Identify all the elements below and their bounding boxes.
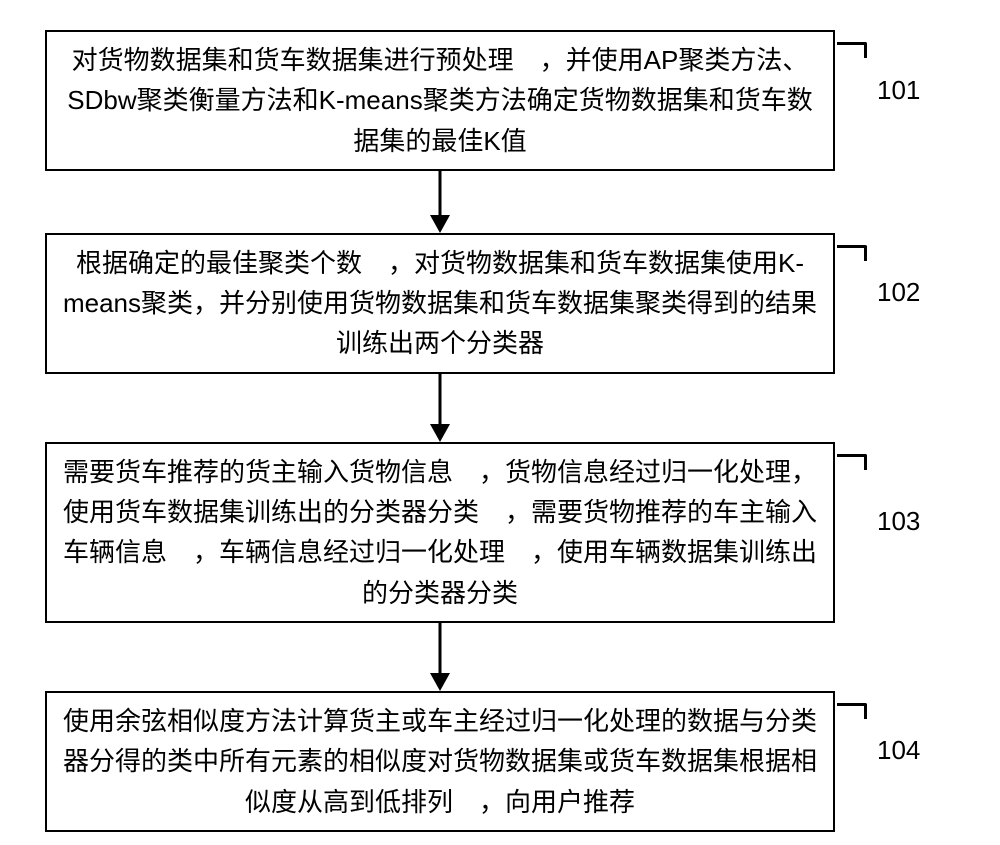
arrow-head-icon — [430, 424, 450, 442]
flow-arrow-wrap — [45, 171, 835, 233]
flow-step-text: 使用余弦相似度方法计算货主或车主经过归一化处理的数据与分类器分得的类中所有元素的… — [61, 701, 819, 822]
flow-arrow-wrap — [45, 374, 835, 442]
flow-step-label: 104 — [877, 735, 920, 766]
flow-step-label-wrap: 102 — [841, 233, 920, 361]
flow-arrow — [430, 374, 450, 442]
arrow-shaft — [439, 623, 442, 675]
label-bracket — [837, 42, 867, 58]
flow-arrow — [430, 171, 450, 233]
arrow-head-icon — [430, 215, 450, 233]
label-bracket — [837, 245, 867, 261]
flow-step-label: 102 — [877, 277, 920, 308]
flowchart-container: 对货物数据集和货车数据集进行预处理 ，并使用AP聚类方法、SDbw聚类衡量方法和… — [45, 30, 955, 832]
flow-step-text: 根据确定的最佳聚类个数 ，对货物数据集和货车数据集使用K-means聚类，并分别… — [61, 243, 819, 364]
flow-step-row: 对货物数据集和货车数据集进行预处理 ，并使用AP聚类方法、SDbw聚类衡量方法和… — [45, 30, 955, 171]
flow-step-row: 根据确定的最佳聚类个数 ，对货物数据集和货车数据集使用K-means聚类，并分别… — [45, 233, 955, 374]
label-bracket — [837, 454, 867, 470]
flow-step-box: 需要货车推荐的货主输入货物信息 ，货物信息经过归一化处理，使用货车数据集训练出的… — [45, 442, 835, 623]
flow-step-label: 101 — [877, 75, 920, 106]
flow-step-row: 需要货车推荐的货主输入货物信息 ，货物信息经过归一化处理，使用货车数据集训练出的… — [45, 442, 955, 623]
flow-step-box: 对货物数据集和货车数据集进行预处理 ，并使用AP聚类方法、SDbw聚类衡量方法和… — [45, 30, 835, 171]
flow-step-label-wrap: 104 — [841, 691, 920, 819]
arrow-shaft — [439, 374, 442, 426]
label-bracket — [837, 703, 867, 719]
flow-step-text: 需要货车推荐的货主输入货物信息 ，货物信息经过归一化处理，使用货车数据集训练出的… — [61, 452, 819, 613]
flow-arrow — [430, 623, 450, 691]
arrow-shaft — [439, 171, 442, 217]
flow-step-label-wrap: 101 — [841, 30, 920, 158]
flow-step-box: 根据确定的最佳聚类个数 ，对货物数据集和货车数据集使用K-means聚类，并分别… — [45, 233, 835, 374]
flow-step-label: 103 — [877, 506, 920, 537]
flow-step-box: 使用余弦相似度方法计算货主或车主经过归一化处理的数据与分类器分得的类中所有元素的… — [45, 691, 835, 832]
arrow-head-icon — [430, 673, 450, 691]
flow-step-label-wrap: 103 — [841, 442, 920, 610]
flow-step-text: 对货物数据集和货车数据集进行预处理 ，并使用AP聚类方法、SDbw聚类衡量方法和… — [61, 40, 819, 161]
flow-step-row: 使用余弦相似度方法计算货主或车主经过归一化处理的数据与分类器分得的类中所有元素的… — [45, 691, 955, 832]
flow-arrow-wrap — [45, 623, 835, 691]
